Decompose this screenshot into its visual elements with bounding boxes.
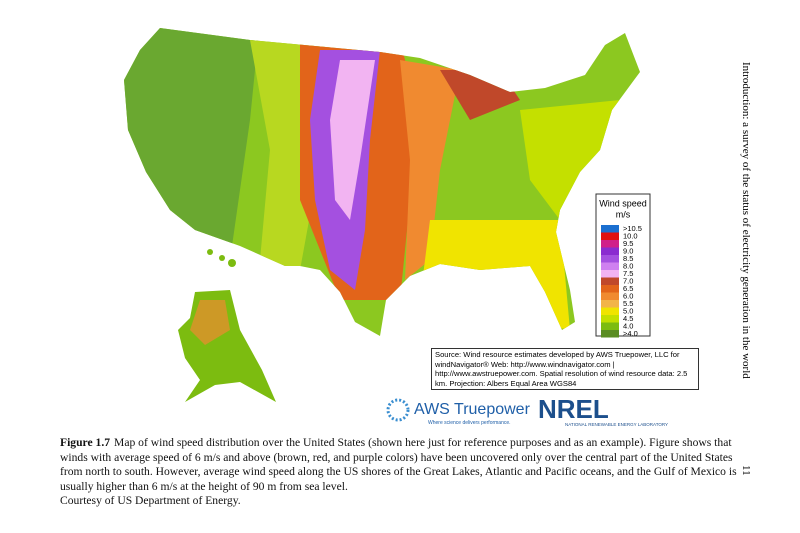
aws-logo: AWS Truepower Where science delivers per… — [386, 398, 531, 426]
legend-swatch — [601, 330, 619, 338]
legend-label: 6.0 — [623, 291, 633, 300]
legend-swatch — [601, 232, 619, 240]
running-header: Introduction: a survey of the status of … — [740, 62, 752, 379]
legend-title: Wind speed — [599, 198, 647, 208]
legend-swatch — [601, 277, 619, 285]
legend-swatch — [601, 300, 619, 308]
legend-swatch — [601, 262, 619, 270]
hawaii — [207, 249, 213, 255]
caption: Figure 1.7 Map of wind speed distribution… — [60, 436, 740, 509]
caption-credit: Courtesy of US Department of Energy. — [60, 494, 241, 508]
caption-label: Figure 1.7 — [60, 436, 111, 449]
legend-unit: m/s — [616, 209, 631, 219]
source-note: Source: Wind resource estimates develope… — [431, 348, 699, 391]
nrel-name: NREL — [538, 394, 609, 424]
caption-text: Map of wind speed distribution over the … — [60, 436, 737, 493]
nrel-logo: NREL NATIONAL RENEWABLE ENERGY LABORATOR… — [538, 394, 668, 427]
nrel-tagline: NATIONAL RENEWABLE ENERGY LABORATORY — [565, 422, 668, 427]
legend-label: 7.5 — [623, 269, 633, 278]
legend-swatch — [601, 240, 619, 248]
legend-label: 8.0 — [623, 261, 633, 270]
legend-swatch — [601, 322, 619, 330]
legend-label: 7.0 — [623, 276, 633, 285]
legend-label: 6.5 — [623, 284, 633, 293]
legend-swatch — [601, 270, 619, 278]
aws-tagline: Where science delivers performance. — [428, 420, 511, 426]
hawaii — [228, 259, 236, 267]
legend-label: 5.0 — [623, 306, 633, 315]
legend-swatch — [601, 255, 619, 263]
legend-swatch — [601, 285, 619, 293]
alaska — [178, 290, 276, 402]
legend-label: >4.0 — [623, 329, 638, 338]
legend-label: >10.5 — [623, 224, 642, 233]
legend-label: 10.0 — [623, 231, 638, 240]
legend-items: >10.510.09.59.08.58.07.57.06.56.05.55.04… — [601, 224, 642, 338]
legend-label: 4.0 — [623, 321, 633, 330]
legend-label: 5.5 — [623, 299, 633, 308]
legend-swatch — [601, 307, 619, 315]
page-number: 11 — [740, 465, 752, 476]
alaska-detail — [190, 300, 230, 345]
aws-name: AWS Truepower — [414, 401, 531, 418]
legend-label: 9.5 — [623, 239, 633, 248]
legend-swatch — [601, 247, 619, 255]
hawaii — [219, 255, 225, 261]
legend-label: 9.0 — [623, 246, 633, 255]
us-map — [124, 28, 640, 336]
legend-label: 4.5 — [623, 314, 633, 323]
legend-swatch — [601, 292, 619, 300]
legend-swatch — [601, 225, 619, 233]
legend-label: 8.5 — [623, 254, 633, 263]
legend-swatch — [601, 315, 619, 323]
